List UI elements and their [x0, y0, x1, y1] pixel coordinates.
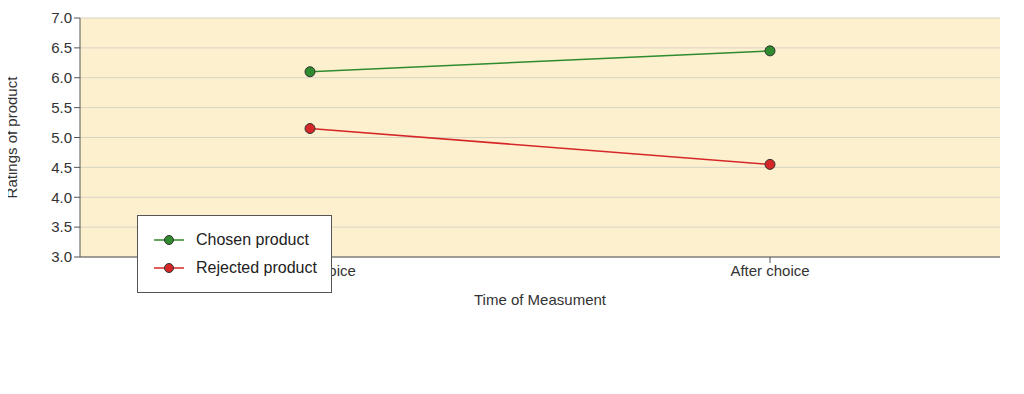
- svg-text:Time of Measument: Time of Measument: [474, 291, 607, 308]
- svg-text:7.0: 7.0: [51, 9, 72, 26]
- svg-text:4.5: 4.5: [51, 159, 72, 176]
- svg-text:3.0: 3.0: [51, 248, 72, 265]
- svg-text:5.5: 5.5: [51, 99, 72, 116]
- svg-text:After choice: After choice: [730, 262, 809, 279]
- svg-text:Ratings of product: Ratings of product: [8, 76, 20, 199]
- svg-text:3.5: 3.5: [51, 218, 72, 235]
- svg-text:6.0: 6.0: [51, 69, 72, 86]
- svg-text:4.0: 4.0: [51, 189, 72, 206]
- svg-text:6.5: 6.5: [51, 39, 72, 56]
- svg-text:Before choice: Before choice: [264, 262, 356, 279]
- svg-text:5.0: 5.0: [51, 129, 72, 146]
